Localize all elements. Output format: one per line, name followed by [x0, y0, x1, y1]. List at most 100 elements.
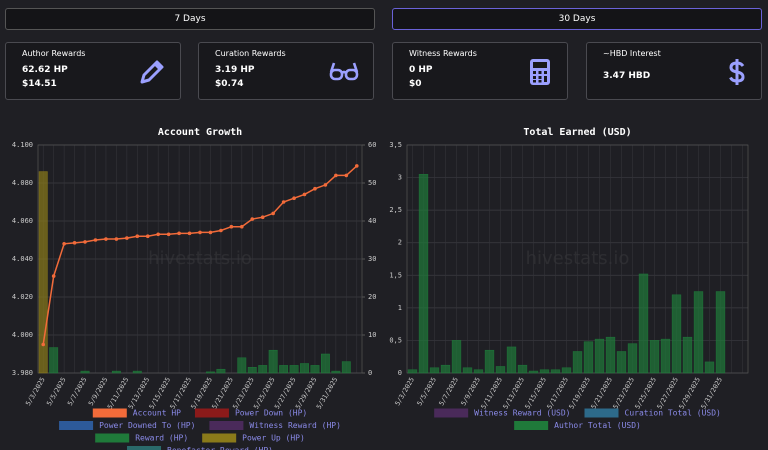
point	[187, 231, 192, 236]
point	[198, 230, 202, 235]
y-tick-label: 4.040	[12, 255, 33, 263]
plot-border	[37, 144, 363, 374]
glasses-icon	[329, 62, 359, 81]
card-value: 3.19 HP	[215, 65, 255, 75]
card-title: Witness Rewards	[409, 49, 477, 58]
legend-swatch	[202, 433, 237, 443]
y-tick-label: 40	[368, 217, 376, 225]
legend-item: Benefactor Reward (HP)	[127, 446, 273, 450]
legend-swatch	[127, 446, 162, 450]
bar	[583, 341, 594, 374]
x-tick-label: 5/7/2025	[66, 376, 89, 407]
bar	[561, 367, 572, 374]
y-tick-label: 20	[368, 293, 376, 301]
card-value: $0	[409, 79, 422, 89]
bar	[418, 174, 429, 374]
card-title: ~HBD Interest	[603, 49, 661, 58]
point	[125, 236, 129, 240]
point	[229, 224, 234, 229]
card: Curation Rewards 3.19 HP $0.74	[198, 42, 374, 100]
bar	[80, 370, 90, 374]
bar	[289, 365, 299, 374]
x-tick-label: 5/3/2025	[393, 376, 416, 407]
y-tick-label: 3.980	[12, 369, 33, 377]
y-tick-label: 60	[368, 141, 376, 149]
legend-item: Curation Total (USD)	[584, 408, 721, 418]
x-tick-label: 5/5/2025	[415, 376, 438, 407]
point	[72, 241, 77, 245]
bar	[216, 368, 226, 374]
bar	[506, 346, 517, 374]
y-tick-label: 4.020	[12, 293, 33, 301]
bar	[132, 370, 142, 374]
bar	[247, 367, 257, 374]
bar	[715, 291, 726, 374]
card: Witness Rewards 0 HP $0	[392, 42, 568, 100]
x-tick-label: 5/29/2025	[677, 376, 702, 411]
dollar-icon	[729, 59, 745, 85]
x-tick-label: 5/7/2025	[437, 376, 460, 407]
x-tick-label: 5/13/2025	[501, 376, 526, 411]
bar	[594, 338, 605, 374]
range-button[interactable]: 30 Days	[392, 8, 762, 30]
point	[62, 242, 66, 246]
bar	[649, 340, 660, 374]
bar	[528, 370, 539, 374]
legend-label: Account HP	[133, 409, 181, 418]
bar	[704, 361, 715, 374]
bar	[320, 353, 330, 374]
x-tick-label: 5/27/2025	[655, 376, 680, 411]
legend-item: Author Total (USD)	[514, 421, 641, 430]
card-title: Curation Rewards	[215, 49, 286, 58]
y-tick-label: 2,5	[389, 206, 402, 214]
x-tick-label: 5/3/2025	[24, 376, 47, 407]
y-tick-label: 10	[368, 331, 376, 339]
bar	[268, 349, 278, 374]
point	[114, 237, 119, 241]
bar	[206, 371, 215, 374]
point	[323, 183, 328, 187]
y-tick-label: 30	[368, 255, 376, 263]
y-tick-label: 1	[398, 304, 402, 312]
bar	[495, 366, 506, 374]
x-tick-label: 5/31/2025	[315, 376, 340, 411]
legend-label: Witness Reward (USD)	[474, 409, 570, 418]
chart-title: Total Earned (USD)	[523, 127, 631, 138]
chart-title: Account Growth	[158, 127, 242, 138]
y-tick-label: 50	[368, 179, 376, 187]
legend-item: Witness Reward (USD)	[434, 408, 571, 418]
bar	[429, 367, 440, 374]
point	[93, 238, 98, 242]
point	[145, 234, 150, 238]
y-tick-label: 0	[398, 369, 402, 377]
bar	[331, 370, 341, 374]
y-tick-label: 4.080	[12, 179, 33, 187]
bar	[279, 365, 289, 374]
legend-label: Power Downed To (HP)	[99, 421, 195, 430]
bar	[237, 357, 247, 374]
y-tick-label: 0	[368, 369, 372, 377]
x-tick-label: 5/5/2025	[45, 376, 68, 407]
bar	[341, 361, 351, 374]
y-tick-label: 2	[398, 239, 402, 247]
point	[240, 224, 244, 229]
point	[208, 230, 213, 235]
x-tick-label: 5/15/2025	[523, 376, 548, 411]
legend-label: Reward (HP)	[135, 434, 188, 443]
point	[292, 196, 296, 200]
point	[334, 173, 338, 178]
card-value: $0.74	[215, 79, 244, 89]
bar	[682, 336, 693, 374]
legend-swatch	[209, 421, 244, 430]
x-tick-label: 5/9/2025	[459, 376, 482, 407]
bar	[300, 363, 309, 374]
bar	[462, 367, 473, 374]
point	[166, 232, 171, 237]
bar	[258, 365, 268, 374]
legend-label: Power Up (HP)	[242, 434, 305, 443]
x-tick-label: 5/25/2025	[633, 376, 658, 411]
legend-label: Curation Total (USD)	[625, 409, 721, 418]
range-button[interactable]: 7 Days	[5, 8, 375, 30]
